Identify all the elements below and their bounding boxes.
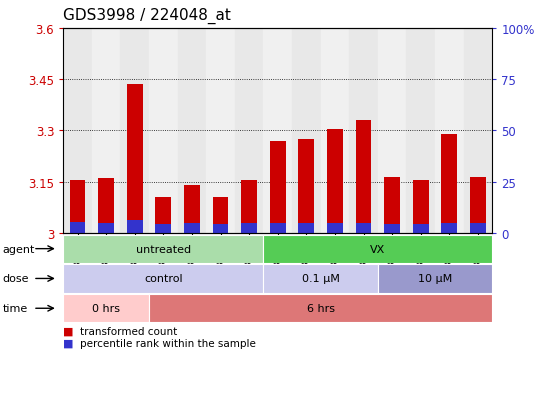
Bar (127, 221, 142, 233)
Bar (263, 265, 378, 293)
Bar (213, 225, 228, 233)
Text: untreated: untreated (136, 244, 191, 254)
Bar (299, 224, 314, 233)
Bar (413, 225, 428, 233)
Bar (178, 29, 206, 233)
Text: dose: dose (3, 274, 29, 284)
Text: 0.1 μM: 0.1 μM (302, 274, 339, 284)
Bar (413, 180, 428, 233)
Bar (63, 294, 149, 323)
Bar (156, 225, 171, 233)
Bar (63, 235, 263, 263)
Bar (184, 186, 200, 233)
Text: 6 hrs: 6 hrs (307, 304, 334, 313)
Bar (120, 29, 149, 233)
Bar (470, 177, 486, 233)
Bar (299, 140, 314, 233)
Bar (184, 224, 200, 233)
Bar (92, 29, 120, 233)
Bar (384, 225, 400, 233)
Text: GDS3998 / 224048_at: GDS3998 / 224048_at (63, 8, 231, 24)
Bar (442, 135, 457, 233)
Bar (378, 265, 492, 293)
Text: agent: agent (3, 244, 35, 254)
Bar (435, 29, 464, 233)
Bar (442, 224, 457, 233)
Bar (349, 29, 378, 233)
Text: 10 μM: 10 μM (418, 274, 452, 284)
Bar (406, 29, 435, 233)
Text: time: time (3, 304, 28, 313)
Bar (63, 29, 92, 233)
Bar (98, 179, 114, 233)
Bar (327, 224, 343, 233)
Bar (213, 197, 228, 233)
Text: 0 hrs: 0 hrs (92, 304, 120, 313)
Bar (263, 235, 492, 263)
Text: VX: VX (370, 244, 386, 254)
Bar (327, 129, 343, 233)
Bar (235, 29, 263, 233)
Bar (292, 29, 321, 233)
Bar (70, 223, 85, 233)
Text: percentile rank within the sample: percentile rank within the sample (80, 338, 256, 348)
Bar (156, 197, 171, 233)
Bar (63, 265, 263, 293)
Bar (356, 121, 371, 233)
Bar (270, 224, 285, 233)
Bar (241, 180, 257, 233)
Bar (149, 294, 492, 323)
Text: transformed count: transformed count (80, 326, 177, 336)
Bar (270, 141, 285, 233)
Bar (470, 224, 486, 233)
Text: control: control (144, 274, 183, 284)
Bar (263, 29, 292, 233)
Bar (127, 85, 142, 233)
Bar (464, 29, 492, 233)
Bar (378, 29, 406, 233)
Text: ■: ■ (63, 338, 74, 348)
Bar (384, 177, 400, 233)
Text: ■: ■ (63, 326, 74, 336)
Bar (98, 224, 114, 233)
Bar (321, 29, 349, 233)
Bar (356, 224, 371, 233)
Bar (70, 180, 85, 233)
Bar (206, 29, 235, 233)
Bar (149, 29, 178, 233)
Bar (241, 224, 257, 233)
